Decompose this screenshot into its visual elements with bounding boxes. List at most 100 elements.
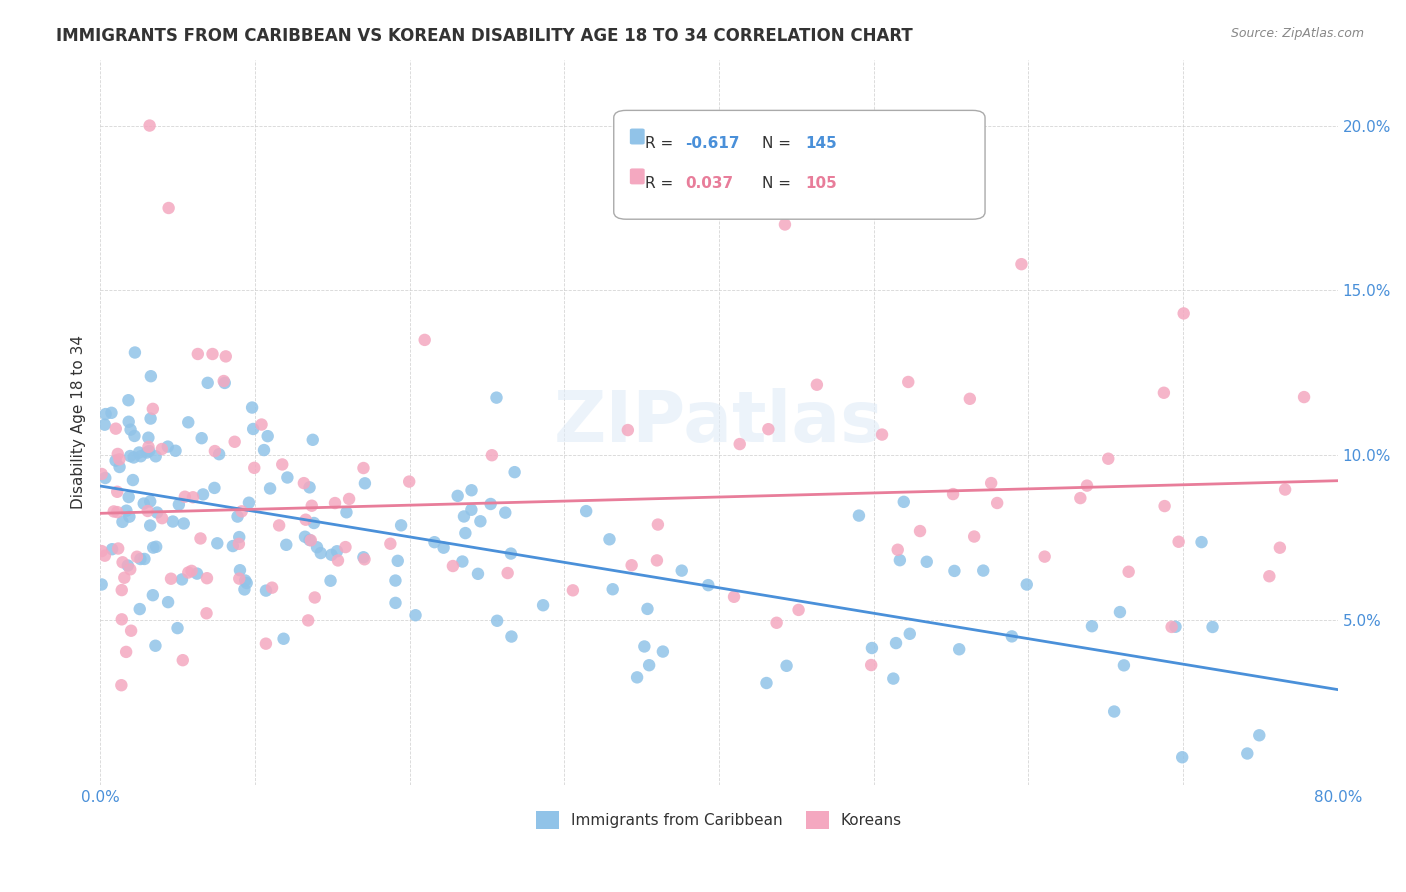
Immigrants from Caribbean: [602, 582, 624, 597]
Immigrants from Caribbean: [384, 596, 406, 610]
Immigrants from Caribbean: [129, 449, 152, 463]
Koreans: [172, 653, 194, 667]
Immigrants from Caribbean: [276, 470, 298, 484]
Text: 145: 145: [806, 136, 838, 151]
Immigrants from Caribbean: [124, 345, 146, 359]
Koreans: [112, 571, 135, 585]
Immigrants from Caribbean: [135, 445, 157, 459]
Koreans: [105, 484, 128, 499]
Koreans: [1268, 541, 1291, 555]
Koreans: [1076, 478, 1098, 492]
Koreans: [380, 537, 402, 551]
Koreans: [787, 603, 810, 617]
Immigrants from Caribbean: [298, 480, 321, 494]
Immigrants from Caribbean: [165, 443, 187, 458]
Immigrants from Caribbean: [1112, 658, 1135, 673]
Immigrants from Caribbean: [204, 481, 226, 495]
Koreans: [94, 549, 117, 563]
FancyBboxPatch shape: [630, 128, 645, 145]
Immigrants from Caribbean: [460, 483, 482, 498]
Immigrants from Caribbean: [208, 447, 231, 461]
Koreans: [1167, 534, 1189, 549]
Immigrants from Caribbean: [848, 508, 870, 523]
Immigrants from Caribbean: [226, 509, 249, 524]
Immigrants from Caribbean: [893, 495, 915, 509]
Koreans: [1292, 390, 1315, 404]
Koreans: [1173, 306, 1195, 320]
Immigrants from Caribbean: [972, 564, 994, 578]
Koreans: [90, 467, 112, 481]
Text: 105: 105: [806, 176, 838, 191]
Koreans: [195, 571, 218, 585]
Immigrants from Caribbean: [354, 476, 377, 491]
Koreans: [398, 475, 420, 489]
Koreans: [1118, 565, 1140, 579]
Immigrants from Caribbean: [145, 540, 167, 554]
Koreans: [190, 532, 212, 546]
Text: R =: R =: [645, 136, 678, 151]
Immigrants from Caribbean: [233, 574, 256, 588]
Koreans: [187, 347, 209, 361]
Immigrants from Caribbean: [575, 504, 598, 518]
Immigrants from Caribbean: [214, 376, 236, 390]
Immigrants from Caribbean: [207, 536, 229, 550]
Koreans: [115, 645, 138, 659]
Immigrants from Caribbean: [889, 553, 911, 567]
Koreans: [617, 423, 640, 437]
Text: N =: N =: [762, 136, 796, 151]
Koreans: [195, 607, 218, 621]
Koreans: [1069, 491, 1091, 505]
Immigrants from Caribbean: [118, 415, 141, 429]
Koreans: [765, 615, 787, 630]
Immigrants from Caribbean: [94, 471, 117, 485]
Immigrants from Caribbean: [384, 574, 406, 588]
Immigrants from Caribbean: [335, 505, 357, 519]
Koreans: [138, 440, 160, 454]
Text: 0.037: 0.037: [686, 176, 734, 191]
Immigrants from Caribbean: [651, 644, 673, 658]
Koreans: [111, 612, 134, 626]
Immigrants from Caribbean: [117, 558, 139, 573]
Koreans: [108, 452, 131, 467]
Immigrants from Caribbean: [242, 422, 264, 436]
Immigrants from Caribbean: [501, 630, 523, 644]
Immigrants from Caribbean: [156, 440, 179, 454]
Koreans: [986, 496, 1008, 510]
Immigrants from Caribbean: [352, 550, 374, 565]
Immigrants from Caribbean: [531, 599, 554, 613]
Immigrants from Caribbean: [276, 538, 298, 552]
Immigrants from Caribbean: [118, 509, 141, 524]
Immigrants from Caribbean: [1102, 705, 1125, 719]
Koreans: [353, 461, 375, 475]
Immigrants from Caribbean: [948, 642, 970, 657]
Immigrants from Caribbean: [129, 552, 152, 566]
Immigrants from Caribbean: [256, 429, 278, 443]
Koreans: [299, 533, 322, 548]
Koreans: [294, 513, 316, 527]
Koreans: [1160, 620, 1182, 634]
Immigrants from Caribbean: [120, 423, 142, 437]
Koreans: [204, 444, 226, 458]
Immigrants from Caribbean: [238, 496, 260, 510]
Immigrants from Caribbean: [302, 516, 325, 530]
Koreans: [107, 447, 129, 461]
Immigrants from Caribbean: [1081, 619, 1104, 633]
Koreans: [150, 511, 173, 525]
Immigrants from Caribbean: [139, 518, 162, 533]
Immigrants from Caribbean: [321, 548, 343, 562]
Koreans: [181, 490, 204, 504]
Koreans: [723, 590, 745, 604]
Koreans: [292, 476, 315, 491]
Koreans: [728, 437, 751, 451]
Immigrants from Caribbean: [233, 582, 256, 597]
Koreans: [886, 542, 908, 557]
Koreans: [138, 119, 160, 133]
Koreans: [353, 552, 375, 566]
Immigrants from Caribbean: [162, 515, 184, 529]
Koreans: [157, 201, 180, 215]
Immigrants from Caribbean: [142, 541, 165, 555]
Koreans: [180, 564, 202, 578]
Koreans: [177, 566, 200, 580]
Immigrants from Caribbean: [170, 573, 193, 587]
Immigrants from Caribbean: [93, 417, 115, 432]
